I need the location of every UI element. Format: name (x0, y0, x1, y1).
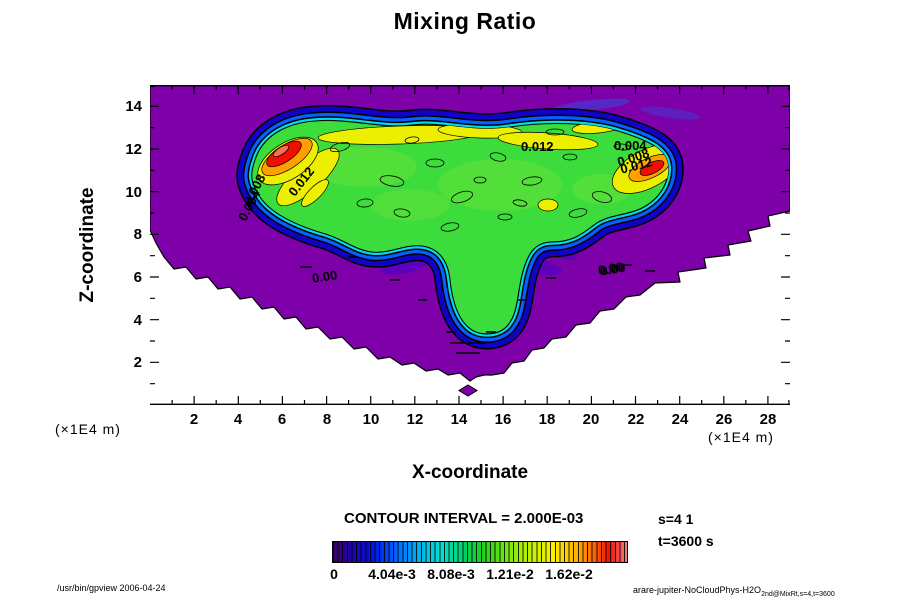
contour-label: 0.004 (614, 138, 647, 153)
x-axis-unit-left: (×1E4 m) (55, 421, 121, 437)
colorbar-tick-label: 0 (330, 566, 338, 582)
contour-label: 0.012 (521, 139, 554, 154)
y-tick-label: 4 (133, 312, 142, 329)
y-tick-label: 6 (133, 269, 142, 286)
param-s-label: s=4 1 (658, 511, 694, 527)
footer-run-id: arare-jupiter-NoCloudPhys-H2O2nd@MixRt,s… (633, 585, 835, 598)
page-title: Mixing Ratio (393, 8, 537, 34)
contour-plot-svg (149, 84, 791, 405)
y-axis-label: Z-coordinate (77, 187, 98, 303)
param-t-label: t=3600 s (658, 533, 714, 549)
contour-plot (149, 84, 791, 405)
footer-run-id-main: arare-jupiter-NoCloudPhys-H2O (633, 585, 762, 595)
y-tick-label: 14 (125, 98, 142, 115)
colorbar-tick-label: 4.04e-3 (368, 566, 416, 582)
x-tick-label: 24 (671, 411, 689, 428)
x-axis-unit-right: (×1E4 m) (708, 429, 774, 445)
colorbar-tick-label: 1.21e-2 (486, 566, 534, 582)
footer-run-id-sub: 2nd@MixRt,s=4,t=3600 (761, 591, 835, 598)
x-tick-label: 4 (233, 411, 243, 428)
x-tick-label: 26 (715, 411, 733, 428)
colorbar (332, 541, 628, 563)
y-tick-label: 2 (133, 354, 142, 371)
x-tick-label: 28 (759, 411, 777, 428)
x-tick-label: 20 (582, 411, 600, 428)
x-tick-label: 14 (450, 411, 468, 428)
x-axis-label: X-coordinate (411, 462, 529, 483)
footer-program-stamp: /usr/bin/gpview 2006-04-24 (57, 583, 166, 593)
axis-ticks (150, 85, 790, 405)
y-tick-label: 10 (125, 184, 142, 201)
y-tick-label: 12 (125, 141, 142, 158)
x-tick-label: 16 (494, 411, 512, 428)
zero-contour-dashes (300, 256, 655, 354)
x-tick-label: 6 (277, 411, 287, 428)
x-tick-label: 2 (189, 411, 199, 428)
x-tick-label: 18 (538, 411, 556, 428)
x-tick-label: 8 (322, 411, 332, 428)
colorbar-tick-label: 1.62e-2 (545, 566, 593, 582)
x-tick-label: 12 (406, 411, 424, 428)
contour-interval-label: CONTOUR INTERVAL = 2.000E-03 (344, 510, 584, 527)
y-tick-label: 8 (133, 226, 142, 243)
x-tick-label: 10 (362, 411, 380, 428)
colorbar-tick-label: 8.08e-3 (427, 566, 475, 582)
contour-label: 0.00 (311, 267, 339, 286)
x-tick-label: 22 (627, 411, 645, 428)
axis-frame (150, 85, 790, 405)
